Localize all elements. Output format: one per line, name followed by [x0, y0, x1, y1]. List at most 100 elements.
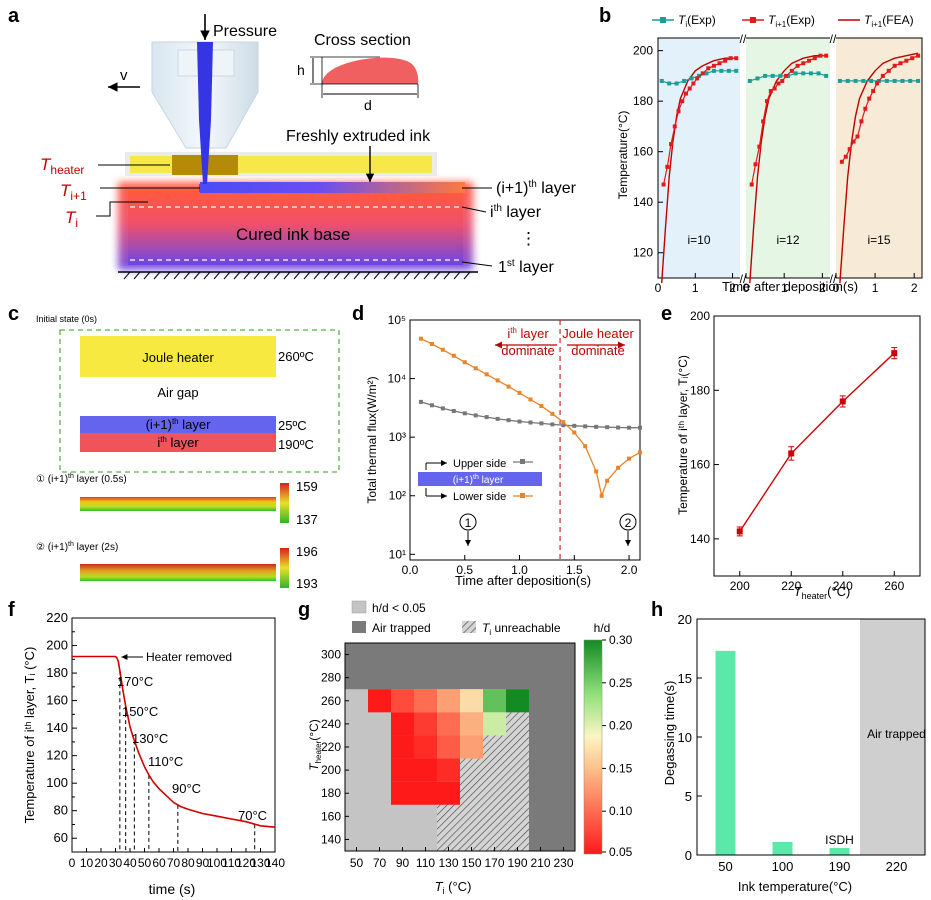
e-xtick-label-1: 220	[781, 579, 801, 593]
b-ti1-point	[761, 119, 766, 124]
b-ti1-point	[851, 139, 856, 144]
label-state2-min: 193	[296, 576, 318, 591]
label-layer-ip1: (i+1)th layer	[496, 179, 577, 197]
b-ti1-point	[818, 53, 823, 58]
g-cell	[391, 781, 414, 805]
d-series-point	[517, 390, 522, 395]
h-xtick-label-3: 220	[886, 859, 908, 874]
f-temp-label-4: 90°C	[172, 781, 201, 796]
b-ti1-point	[780, 78, 785, 83]
label-air-gap: Air gap	[157, 385, 198, 400]
b-legend-label-2: Ti+1(FEA)	[864, 13, 914, 29]
d-ytick-label-0: 10¹	[389, 547, 406, 561]
b-ti1-point	[672, 124, 677, 129]
e-frame	[713, 315, 921, 577]
d-series-point	[605, 425, 610, 430]
d-series-point	[451, 353, 456, 358]
g-xtick-label-7: 190	[507, 856, 527, 870]
b-legend-marker-1	[750, 17, 756, 23]
b-ti1-point	[892, 63, 897, 68]
f-ytick-label-16: 220	[46, 610, 68, 625]
b-ti1-point	[695, 76, 700, 81]
b-legend-sub-1: i+1	[775, 20, 786, 29]
panel-h-xlabel: Ink temperature(°C)	[738, 879, 852, 894]
label-h: h	[297, 62, 305, 78]
f-xtick-label-13: 130	[250, 856, 270, 870]
b-sub-label-2: i=15	[867, 233, 890, 247]
e-point	[839, 398, 846, 405]
b-legend-sub-2: i+1	[871, 20, 882, 29]
d-series-point	[528, 397, 533, 402]
label-state1-min: 137	[296, 512, 318, 527]
d-series-point	[517, 419, 522, 424]
b-ti-point	[770, 73, 775, 78]
label-state2-max: 196	[296, 544, 318, 559]
b-legend-label-1: Ti+1(Exp)	[768, 13, 815, 29]
d-xtick-label-3: 1.5	[566, 563, 583, 577]
b-ti1-point	[859, 119, 864, 124]
label-t-heater: Theater	[40, 155, 84, 177]
d-series-point	[495, 378, 500, 383]
b-ti1-point	[875, 81, 880, 86]
b-ti1-point	[886, 68, 891, 73]
f-xtick-label-3: 30	[109, 856, 123, 870]
d-series-point	[495, 416, 500, 421]
d-series-point	[550, 411, 555, 416]
d-series-point	[462, 411, 467, 416]
d-series-point	[572, 430, 577, 435]
g-ytick-label-0: 140	[321, 832, 341, 846]
g-ytick-label-3: 200	[321, 763, 341, 777]
g-cell	[437, 781, 460, 805]
marker-1-circle	[459, 513, 477, 531]
b-xtick-label-0-1: 1	[692, 281, 699, 295]
h-air-label: Air trapped	[867, 727, 926, 741]
f-xtick-label-4: 40	[123, 856, 137, 870]
f-ytick-label-14: 200	[46, 638, 68, 653]
b-ti-point	[763, 73, 768, 78]
b-ti1-point	[863, 106, 868, 111]
b-ti1-point	[910, 56, 915, 61]
g-cell	[483, 712, 506, 736]
b-ti1-point	[871, 89, 876, 94]
panel-f-ylabel: Temperature of iᵗʰ layer, Tᵢ (°C)	[22, 647, 37, 824]
b-ti1-point	[916, 53, 921, 58]
f-annotation: Heater removed	[146, 650, 232, 664]
d-series-point	[638, 450, 642, 455]
g-cbar-tick-label-4: 0.25	[609, 676, 633, 690]
b-ti-point	[697, 73, 701, 78]
d-ytick-label-1: 10²	[389, 489, 406, 503]
b-ti-point	[801, 71, 806, 76]
d-series-point	[561, 420, 566, 425]
g-colorbar	[583, 639, 603, 855]
g-xtick-label-0: 50	[350, 856, 364, 870]
panel-b-ylabel: Temperature(°C)	[616, 111, 630, 200]
b-ti-point	[778, 73, 783, 78]
f-ytick-label-0: 60	[54, 830, 68, 845]
legend-lower-marker	[520, 493, 525, 498]
b-sub-label-1: i=12	[776, 233, 799, 247]
b-ti-point	[845, 78, 850, 83]
b-xtick-label-2-2: 2	[911, 281, 918, 295]
d-series-point	[616, 465, 621, 470]
d-series-point	[429, 341, 434, 346]
b-ti-point	[674, 81, 679, 86]
state2-colorbar	[280, 548, 289, 588]
f-temp-label-0: 170°C	[117, 674, 153, 689]
g-cell	[414, 758, 437, 782]
b-ti1-point	[795, 63, 800, 68]
d-series-point	[539, 421, 544, 426]
legend-low-swatch	[351, 600, 367, 614]
label-velocity: v	[120, 67, 128, 84]
b-ti-point	[816, 71, 821, 76]
label-c-layer-i: ith layer	[157, 435, 199, 450]
b-ti1-point	[867, 96, 872, 101]
layer-1-leader	[461, 261, 493, 267]
h-ytick-label-3: 15	[678, 671, 692, 686]
b-ti-point	[892, 78, 897, 83]
marker-2-circle	[619, 513, 637, 531]
layer-i-leader	[461, 206, 487, 213]
b-ti-point	[704, 71, 709, 76]
b-legend-sym-0: T	[678, 13, 687, 27]
g-cell	[437, 712, 460, 736]
